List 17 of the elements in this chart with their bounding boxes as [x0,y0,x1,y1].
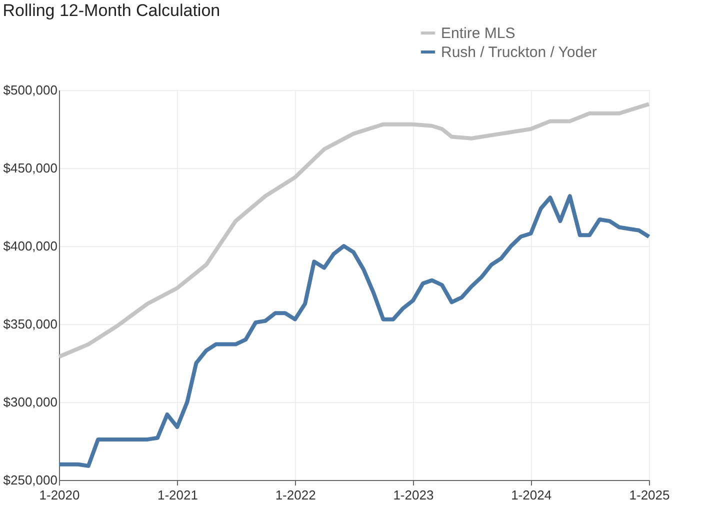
chart-title: Rolling 12-Month Calculation [2,1,220,20]
y-tick-label: $250,000 [3,472,58,488]
y-tick-label: $350,000 [3,316,58,332]
x-tick-label: 1-2024 [511,488,552,502]
line-series [57,102,651,359]
y-tick-label: $300,000 [3,394,58,410]
y-tick-label: $500,000 [3,82,58,98]
legend-label: Rush / Truckton / Yoder [441,44,597,61]
y-tick-label: $400,000 [3,238,58,254]
y-tick-label: $450,000 [3,160,58,176]
x-tick-label: 1-2025 [629,488,670,502]
x-tick-label: 1-2022 [275,488,316,502]
x-tick-label: 1-2023 [393,488,434,502]
legend-label: Entire MLS [441,25,516,42]
x-tick-label: 1-2021 [157,488,198,502]
x-tick-label: 1-2020 [39,488,80,502]
line-series [57,194,651,468]
